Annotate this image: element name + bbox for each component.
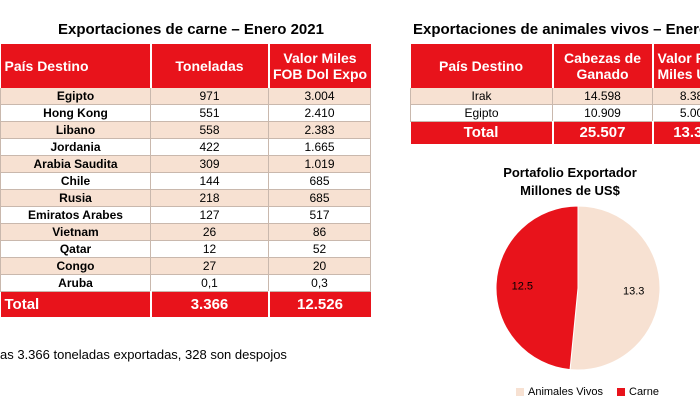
value-cell: 517 (268, 206, 371, 224)
legend-swatch-carne (617, 388, 625, 397)
country-cell: Aruba (0, 274, 151, 292)
header-cabezas: Cabezas de Ganado (552, 44, 654, 88)
country-cell: Congo (0, 257, 151, 275)
country-cell: Irak (410, 88, 553, 105)
meat-table-title: Exportaciones de carne – Enero 2021 (58, 21, 324, 38)
value-cell: 685 (268, 189, 371, 207)
country-cell: Egipto (0, 88, 151, 105)
table-row: Irak 14.598 8.38 (410, 88, 700, 105)
country-cell: Egipto (410, 104, 553, 122)
pie-subtitle-line: Millones de US$ (520, 183, 620, 198)
tons-cell: 12 (150, 240, 269, 258)
value-cell: 52 (268, 240, 371, 258)
country-cell: Chile (0, 172, 151, 190)
live-total-label: Total (410, 121, 554, 144)
legend-label-carne: Carne (629, 386, 659, 398)
header-pais-destino: País Destino (0, 44, 152, 88)
tons-cell: 27 (150, 257, 269, 275)
meat-total-label: Total (0, 291, 152, 317)
tons-cell: 218 (150, 189, 269, 207)
value-cell: 20 (268, 257, 371, 275)
table-row: Emiratos Arabes 127 517 (0, 206, 371, 224)
table-row: Chile 144 685 (0, 172, 371, 190)
tons-cell: 558 (150, 121, 269, 139)
pie-slice-animales-vivos (569, 205, 661, 371)
header-valor-fob: Valor Miles FOB Dol Expo (268, 44, 371, 88)
table-row: Qatar 12 52 (0, 240, 371, 258)
legend-item-carne: Carne (617, 386, 659, 398)
pie-chart: 13.3 12.5 (495, 205, 661, 371)
value-cell: 5.00 (652, 104, 700, 122)
header-pais-destino-live: País Destino (410, 44, 554, 88)
tons-cell: 309 (150, 155, 269, 173)
table-row: Hong Kong 551 2.410 (0, 104, 371, 122)
tons-cell: 971 (150, 88, 269, 105)
pie-slice-carne (495, 205, 579, 371)
tons-cell: 551 (150, 104, 269, 122)
live-total-heads: 25.507 (552, 121, 654, 144)
value-cell: 8.38 (652, 88, 700, 105)
live-total-value: 13.38 (652, 121, 700, 144)
legend-label-animales: Animales Vivos (528, 386, 603, 398)
meat-footnote: as 3.366 toneladas exportadas, 328 son d… (0, 347, 287, 362)
value-cell: 685 (268, 172, 371, 190)
table-row: Aruba 0,1 0,3 (0, 274, 371, 292)
country-cell: Qatar (0, 240, 151, 258)
tons-cell: 127 (150, 206, 269, 224)
tons-cell: 144 (150, 172, 269, 190)
value-cell: 3.004 (268, 88, 371, 105)
country-cell: Arabia Saudita (0, 155, 151, 173)
table-row: Jordania 422 1.665 (0, 138, 371, 156)
value-cell: 1.019 (268, 155, 371, 173)
heads-cell: 14.598 (552, 88, 653, 105)
tons-cell: 422 (150, 138, 269, 156)
legend-item-animales: Animales Vivos (516, 386, 603, 398)
pie-data-label: 12.5 (512, 280, 533, 292)
country-cell: Jordania (0, 138, 151, 156)
live-exports-table: País Destino Cabezas de Ganado Valor F M… (410, 44, 700, 144)
tons-cell: 26 (150, 223, 269, 241)
table-row: Egipto 10.909 5.00 (410, 104, 700, 122)
legend-swatch-animales (516, 388, 524, 397)
meat-total-value: 12.526 (268, 291, 371, 317)
table-row: Rusia 218 685 (0, 189, 371, 207)
value-cell: 0,3 (268, 274, 371, 292)
heads-cell: 10.909 (552, 104, 653, 122)
value-cell: 1.665 (268, 138, 371, 156)
pie-data-label: 13.3 (623, 286, 644, 298)
table-row: Arabia Saudita 309 1.019 (0, 155, 371, 173)
live-table-title: Exportaciones de animales vivos – Enero (413, 21, 700, 38)
table-row: Libano 558 2.383 (0, 121, 371, 139)
country-cell: Libano (0, 121, 151, 139)
value-cell: 2.410 (268, 104, 371, 122)
pie-title-line: Portafolio Exportador (503, 165, 637, 180)
country-cell: Emiratos Arabes (0, 206, 151, 224)
header-valor-live: Valor F Miles U (652, 44, 700, 88)
table-row: Congo 27 20 (0, 257, 371, 275)
meat-exports-table: País Destino Toneladas Valor Miles FOB D… (0, 44, 371, 317)
tons-cell: 0,1 (150, 274, 269, 292)
country-cell: Rusia (0, 189, 151, 207)
table-row: Egipto 971 3.004 (0, 88, 371, 105)
header-toneladas: Toneladas (150, 44, 270, 88)
pie-chart-title: Portafolio Exportador Millones de US$ (490, 164, 650, 200)
country-cell: Vietnam (0, 223, 151, 241)
value-cell: 2.383 (268, 121, 371, 139)
value-cell: 86 (268, 223, 371, 241)
meat-total-tons: 3.366 (150, 291, 270, 317)
country-cell: Hong Kong (0, 104, 151, 122)
table-row: Vietnam 26 86 (0, 223, 371, 241)
pie-legend: Animales Vivos Carne (516, 386, 659, 398)
